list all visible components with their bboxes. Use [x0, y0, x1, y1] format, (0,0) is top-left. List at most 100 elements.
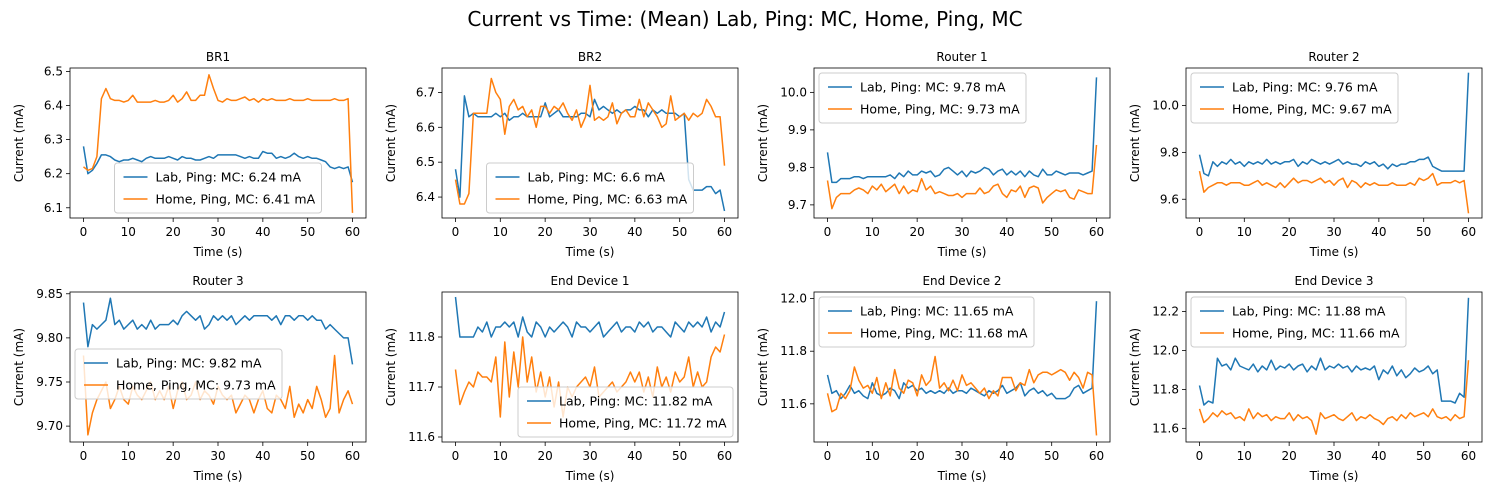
subplot-grid: 0 10 20 30 40 50 60 6.1 6.2 6.3 6.4 6.5 BR1 Time (s) C…	[12, 50, 1483, 483]
subplot-title: Router 1	[936, 50, 987, 64]
x-axis-label: Time (s)	[565, 469, 615, 483]
figure-title: Current vs Time: (Mean) Lab, Ping: MC, H…	[467, 7, 1022, 31]
legend: Lab, Ping: MC: 9.82 mA Home, Ping, MC: 9.…	[74, 348, 283, 400]
y-axis-label: Current (mA)	[1128, 328, 1142, 406]
x-tick-label: 10	[865, 225, 880, 239]
y-tick-label: 6.4	[44, 99, 63, 113]
series-line-lab	[1198, 297, 1470, 406]
y-tick-label: 6.4	[416, 190, 435, 204]
x-tick-label: 0	[80, 449, 88, 463]
subplot-title: End Device 1	[550, 274, 629, 288]
x-tick-label: 40	[999, 449, 1014, 463]
x-tick-label: 20	[538, 449, 553, 463]
x-tick-label: 0	[1196, 225, 1204, 239]
x-tick-label: 50	[300, 225, 315, 239]
x-tick-label: 40	[627, 449, 642, 463]
subplot-title: End Device 2	[922, 274, 1001, 288]
x-tick-label: 50	[1416, 225, 1431, 239]
y-tick-label: 6.7	[416, 85, 435, 99]
y-tick-label: 6.5	[416, 155, 435, 169]
legend-label: Home, Ping, MC: 11.66 mA	[1232, 326, 1400, 341]
y-tick-label: 9.85	[36, 287, 63, 301]
x-tick-label: 0	[1196, 449, 1204, 463]
series-line-home	[83, 74, 354, 213]
series-line-lab	[826, 77, 1098, 184]
x-tick-label: 40	[255, 449, 270, 463]
x-tick-label: 30	[954, 225, 969, 239]
x-tick-label: 50	[672, 225, 687, 239]
series-line-home	[826, 144, 1098, 210]
y-axis-label: Current (mA)	[756, 328, 770, 406]
x-tick-label: 40	[255, 225, 270, 239]
x-tick-label: 60	[1461, 225, 1476, 239]
x-tick-label: 60	[717, 225, 732, 239]
legend-label: Home, Ping, MC: 9.73 mA	[116, 378, 276, 393]
x-tick-label: 10	[1237, 225, 1252, 239]
y-axis-label: Current (mA)	[756, 104, 770, 182]
subplot-title: End Device 3	[1294, 274, 1373, 288]
legend: Lab, Ping: MC: 9.76 mA Home, Ping, MC: 9.…	[1190, 72, 1399, 124]
legend-box	[1190, 296, 1407, 348]
legend-label: Lab, Ping: MC: 6.24 mA	[156, 170, 302, 185]
x-tick-label: 40	[1371, 225, 1386, 239]
x-tick-label: 40	[1371, 449, 1386, 463]
legend-box	[818, 296, 1035, 348]
y-tick-label: 9.75	[36, 375, 63, 389]
legend-label: Home, Ping, MC: 9.67 mA	[1232, 102, 1392, 117]
x-tick-label: 0	[824, 449, 832, 463]
subplot-4: 0 10 20 30 40 50 60 9.6 9.8 10.0 Router 2 Time (s) C…	[1128, 50, 1483, 259]
legend-label: Home, Ping, MC: 11.72 mA	[559, 416, 727, 431]
legend: Lab, Ping: MC: 11.82 mA Home, Ping, MC: 1…	[517, 386, 734, 438]
series-line-lab	[826, 301, 1098, 400]
y-axis-label: Current (mA)	[12, 328, 26, 406]
legend-label: Lab, Ping: MC: 11.65 mA	[860, 304, 1014, 319]
x-tick-label: 50	[1416, 449, 1431, 463]
x-tick-label: 10	[121, 449, 136, 463]
y-axis-label: Current (mA)	[12, 104, 26, 182]
subplot-title: Router 3	[192, 274, 243, 288]
legend: Lab, Ping: MC: 11.65 mA Home, Ping, MC: 1…	[818, 296, 1035, 348]
x-tick-label: 50	[672, 449, 687, 463]
y-tick-label: 6.1	[44, 201, 63, 215]
y-tick-label: 6.2	[44, 167, 63, 181]
series-line-home	[1198, 170, 1470, 214]
y-tick-label: 6.6	[416, 120, 435, 134]
x-tick-label: 30	[582, 225, 597, 239]
series-line-lab	[1198, 72, 1470, 177]
x-tick-label: 30	[1326, 225, 1341, 239]
legend-label: Lab, Ping: MC: 11.88 mA	[1232, 304, 1386, 319]
legend-label: Lab, Ping: MC: 9.78 mA	[860, 80, 1006, 95]
y-tick-label: 9.9	[788, 123, 807, 137]
y-tick-label: 11.8	[408, 330, 435, 344]
x-tick-label: 0	[452, 449, 460, 463]
legend-label: Lab, Ping: MC: 9.76 mA	[1232, 80, 1378, 95]
x-tick-label: 20	[1282, 225, 1297, 239]
legend-label: Home, Ping, MC: 9.73 mA	[860, 102, 1020, 117]
y-tick-label: 9.7	[788, 198, 807, 212]
y-axis-label: Current (mA)	[384, 104, 398, 182]
x-tick-label: 50	[1044, 449, 1059, 463]
series-line-home	[1198, 360, 1470, 435]
x-tick-label: 20	[1282, 449, 1297, 463]
x-tick-label: 10	[493, 225, 508, 239]
y-tick-label: 6.3	[44, 133, 63, 147]
legend-label: Home, Ping, MC: 6.63 mA	[528, 192, 688, 207]
x-tick-label: 60	[345, 449, 360, 463]
x-tick-label: 20	[910, 449, 925, 463]
legend: Lab, Ping: MC: 9.78 mA Home, Ping, MC: 9.…	[818, 72, 1027, 124]
y-tick-label: 11.6	[408, 430, 435, 444]
subplot-5: 0 10 20 30 40 50 60 9.70 9.75 9.80 9.85 Router 3 Tim…	[12, 274, 367, 483]
subplot-7: 0 10 20 30 40 50 60 11.6 11.8 12.0 End Device 2 Tim…	[756, 274, 1111, 483]
x-tick-label: 0	[80, 225, 88, 239]
legend-label: Lab, Ping: MC: 6.6 mA	[528, 170, 666, 185]
legend-box	[74, 348, 283, 400]
legend-box	[818, 72, 1027, 124]
legend-box	[114, 162, 322, 214]
subplot-8: 0 10 20 30 40 50 60 11.6 11.8 12.0 12.2 End Device …	[1128, 274, 1483, 483]
subplot-title: BR1	[206, 50, 230, 64]
x-tick-label: 30	[210, 449, 225, 463]
y-tick-label: 12.2	[1152, 304, 1179, 318]
x-axis-label: Time (s)	[937, 469, 987, 483]
y-tick-label: 10.0	[1152, 99, 1179, 113]
x-tick-label: 10	[493, 449, 508, 463]
